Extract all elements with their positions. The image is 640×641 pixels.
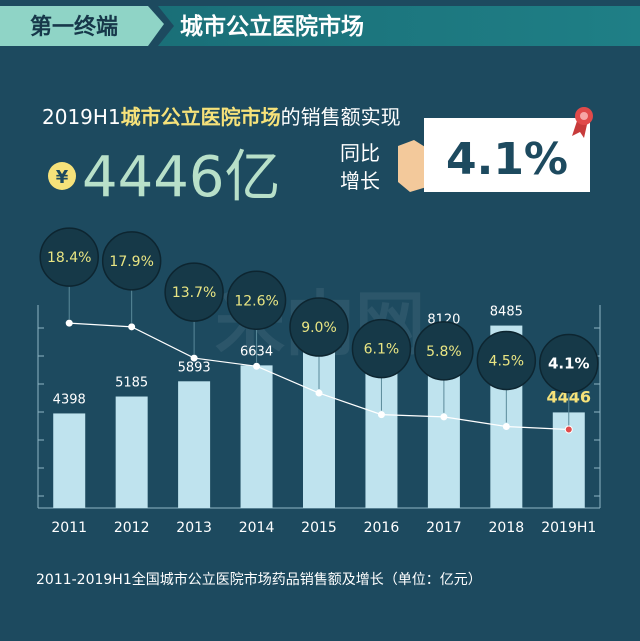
growth-bubble-2013 — [164, 262, 224, 322]
growth-label-2013: 13.7% — [172, 285, 216, 301]
growth-bubble-2018 — [476, 330, 537, 391]
growth-label-2017: 5.8% — [426, 344, 462, 360]
bar-value-2011: 4398 — [53, 392, 86, 407]
growth-point-2018 — [502, 423, 510, 431]
x-tick-2015: 2015 — [301, 520, 337, 536]
x-tick-2019H1: 2019H1 — [541, 520, 596, 536]
growth-label-2019H1: 4.1% — [548, 354, 590, 372]
growth-bubbles: 18.4% 17.9% 13.7% 12.6% 9.0% 6.1% 5.8% 4.5% 4.1% — [39, 227, 599, 426]
bar-2013 — [178, 381, 211, 508]
x-tick-2014: 2014 — [239, 520, 275, 536]
bar-2014 — [240, 365, 273, 508]
x-tick-2013: 2013 — [176, 520, 212, 536]
x-tick-2012: 2012 — [114, 520, 150, 536]
header-tag-bg — [0, 6, 164, 46]
growth-label-2018: 4.5% — [489, 354, 525, 370]
headline-amount: 4446亿 — [82, 145, 281, 210]
chart-caption: 2011-2019H1全国城市公立医院市场药品销售额及增长（单位：亿元） — [36, 571, 482, 588]
yen-symbol: ¥ — [56, 167, 69, 188]
headline-text: 2019H1城市公立医院市场的销售额实现 — [42, 105, 401, 129]
growth-label-2012: 17.9% — [109, 254, 153, 270]
growth-bubble-2014 — [226, 270, 287, 331]
bar-value-2018: 8485 — [490, 305, 523, 320]
growth-card — [424, 118, 590, 192]
growth-point-2013 — [190, 354, 198, 362]
growth-bubble-2015 — [289, 297, 349, 357]
x-tick-2018: 2018 — [489, 520, 525, 536]
growth-bubble-2012 — [101, 231, 162, 291]
growth-label-2014: 12.6% — [234, 293, 278, 309]
growth-point-2014 — [253, 362, 261, 370]
growth-point-2011 — [65, 319, 73, 327]
hand-icon — [398, 140, 430, 192]
bar-value-2012: 5185 — [115, 376, 148, 391]
growth-label-2: 增长 — [340, 169, 380, 193]
x-tick-2017: 2017 — [426, 520, 462, 536]
growth-bubble-2016 — [351, 318, 412, 379]
growth-label-2016: 6.1% — [364, 342, 400, 358]
header-title: 城市公立医院市场 — [180, 13, 364, 40]
header-title-bg — [158, 6, 640, 46]
bar-value-2013: 5893 — [178, 360, 211, 375]
yen-badge — [48, 162, 76, 190]
x-tick-2011: 2011 — [51, 520, 87, 536]
growth-markers — [65, 319, 573, 434]
x-tick-2016: 2016 — [364, 520, 400, 536]
bar-2012 — [115, 396, 148, 508]
growth-point-2012 — [128, 323, 136, 331]
bar-2011 — [53, 413, 86, 508]
hand-card: 4.1% — [398, 107, 593, 192]
growth-bubble-2017 — [414, 321, 474, 381]
growth-point-2016 — [377, 411, 385, 419]
growth-point-2017 — [440, 413, 448, 421]
growth-bubble-2011 — [39, 227, 99, 287]
growth-label-2011: 18.4% — [47, 250, 91, 266]
growth-value: 4.1% — [446, 134, 568, 185]
growth-bubble-2019H1 — [539, 333, 599, 394]
growth-point-2019H1 — [564, 425, 573, 434]
x-labels: 2011 2012 2013 2014 2015 2016 2017 2018 2019H1 — [51, 520, 596, 536]
header-tag: 第一终端 — [30, 14, 118, 40]
left-ticks — [38, 327, 44, 497]
growth-label-2015: 9.0% — [301, 320, 337, 336]
right-ticks — [594, 327, 600, 497]
growth-point-2015 — [315, 389, 323, 397]
growth-label-1: 同比 — [340, 141, 380, 165]
award-ribbon-icon — [572, 107, 593, 138]
